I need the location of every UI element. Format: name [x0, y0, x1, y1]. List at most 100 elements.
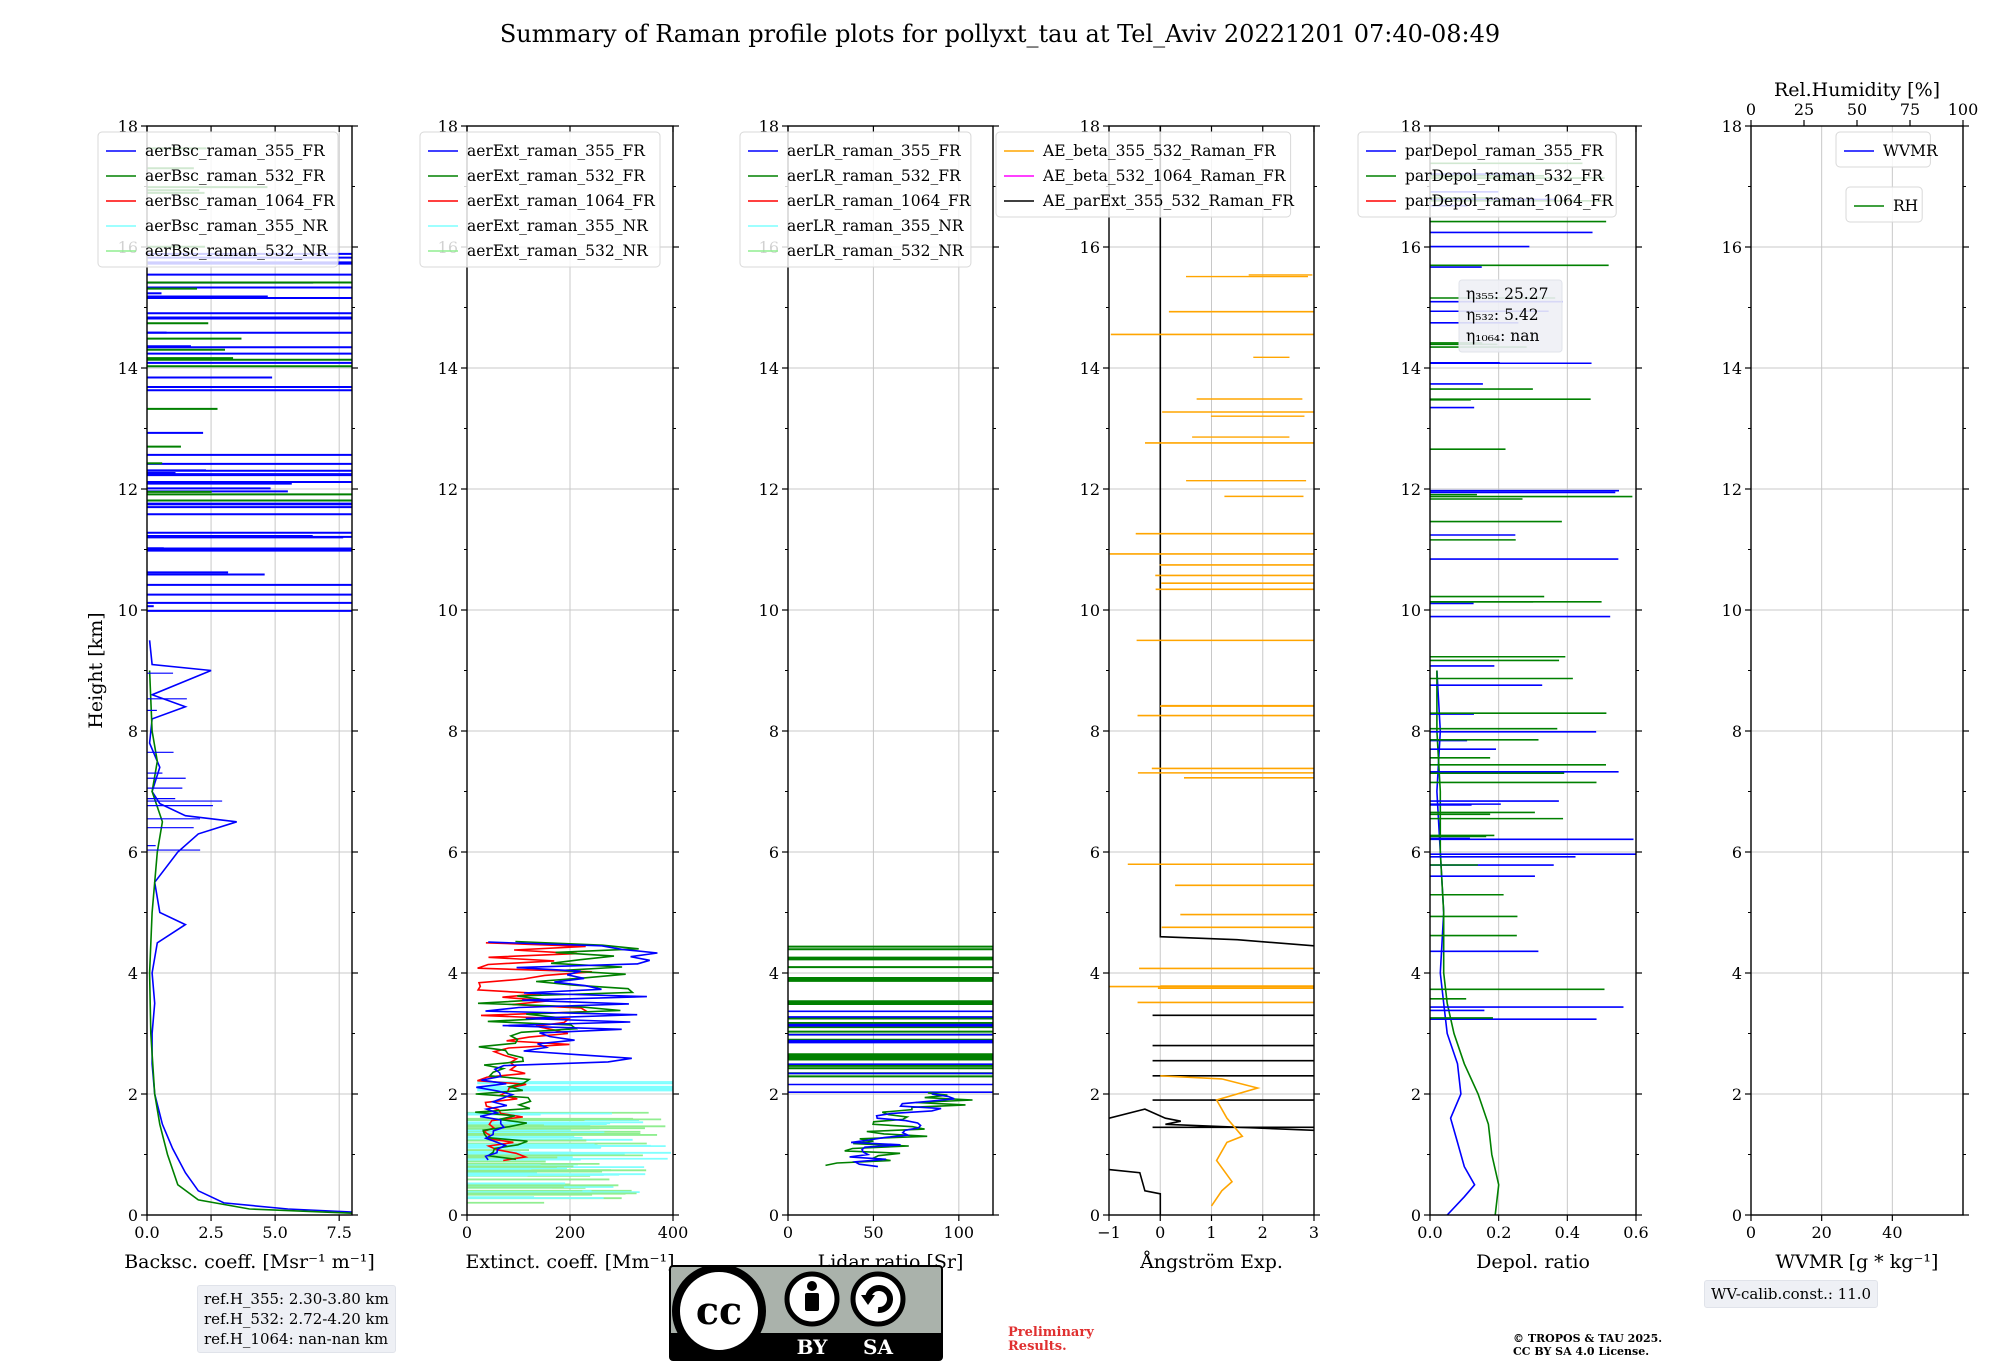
legend-label: parDepol_raman_355_FR: [1405, 142, 1605, 160]
legend-depol: parDepol_raman_355_FR parDepol_raman_532_…: [1357, 131, 1617, 218]
axes-frame: [787, 125, 994, 1216]
y-tick-label: 18: [438, 117, 458, 136]
top-x-tick-label: 100: [1948, 100, 1979, 119]
top-x-tick-label: 25: [1794, 100, 1814, 119]
y-tick-label: 12: [1401, 480, 1421, 499]
x-tick-label: 5.0: [262, 1223, 287, 1242]
plot-area-lr: [788, 945, 993, 1168]
wv-calib-box: WV-calib.const.: 11.0: [1704, 1280, 1879, 1308]
copyright-line-1: © TROPOS & TAU 2025.: [1513, 1332, 1663, 1345]
legend-frame: [1357, 131, 1617, 218]
y-tick-label: 0: [1411, 1206, 1421, 1225]
y-tick-label: 2: [1090, 1085, 1100, 1104]
y-tick-label: 4: [448, 964, 458, 983]
legend-frame: [419, 131, 661, 268]
y-tick-label: 4: [1090, 964, 1100, 983]
y-tick-label: 6: [769, 843, 779, 862]
copyright-line-2: CC BY SA 4.0 License.: [1513, 1345, 1650, 1358]
y-tick-label: 6: [1090, 843, 1100, 862]
y-tick-label: 16: [1080, 238, 1100, 257]
series-parDepol_raman_355_FR: [1436, 670, 1476, 1215]
x-tick-label: 0: [783, 1223, 793, 1242]
y-tick-label: 0: [1732, 1206, 1742, 1225]
y-tick-label: 4: [1732, 964, 1742, 983]
y-tick-label: 16: [1722, 238, 1742, 257]
x-tick-label: 0: [462, 1223, 472, 1242]
y-tick-label: 10: [1080, 601, 1100, 620]
y-tick-label: 2: [769, 1085, 779, 1104]
series-AE_beta_355_532: [1160, 1075, 1261, 1207]
cc-by-sa-license-badge: cc BY SA: [669, 1265, 943, 1361]
x-tick-label: 0.0: [1417, 1223, 1442, 1242]
y-tick-label: 2: [1411, 1085, 1421, 1104]
legend-label: aerLR_raman_532_NR: [787, 242, 965, 260]
y-tick-label: 2: [1732, 1085, 1742, 1104]
series-aerBsc_raman_355_FR: [148, 640, 352, 1213]
legend-frame: [1845, 186, 1923, 223]
series-aerBsc_raman_532_FR: [148, 670, 352, 1214]
legend-frame: [739, 131, 972, 268]
y-tick-label: 14: [118, 359, 138, 378]
x-axis-label: Extinct. coeff. [Mm⁻¹]: [465, 1251, 674, 1273]
legend-label: aerExt_raman_355_FR: [467, 142, 646, 160]
series-AE_parExt-mid: [1109, 1108, 1314, 1132]
legend-label: aerExt_raman_532_NR: [467, 242, 649, 260]
legend-label: aerBsc_raman_355_FR: [145, 142, 326, 160]
legend-label: aerLR_raman_355_NR: [787, 217, 965, 235]
preliminary-line-2: Results.: [1008, 1339, 1067, 1354]
sa-share-icon: [850, 1271, 906, 1327]
y-tick-label: 14: [759, 359, 779, 378]
x-tick-label: 0.2: [1486, 1223, 1511, 1242]
panel-depol: 0 2 4 6 8 10 12 14 16 18 0.0 0.2 0.4 0.6 Depol. ratio p…: [1357, 117, 1649, 1273]
legend-label: parDepol_raman_1064_FR: [1405, 192, 1614, 210]
top-x-tick-label: 50: [1847, 100, 1867, 119]
x-tick-label: 20: [1811, 1223, 1831, 1242]
legend-label: AE_beta_532_1064_Raman_FR: [1042, 167, 1287, 185]
y-tick-label: 6: [1732, 843, 1742, 862]
eta-label: η₁₀₆₄: nan: [1466, 327, 1540, 345]
preliminary-line-1: Preliminary: [1008, 1325, 1094, 1340]
plot-area-ext: [467, 940, 673, 1204]
y-tick-label: 0: [448, 1206, 458, 1225]
series-AE_parExt-low: [1109, 1168, 1162, 1215]
legend-label: aerLR_raman_1064_FR: [787, 192, 972, 210]
series-aerExt_1064: [476, 942, 592, 1162]
x-tick-label: 0.0: [134, 1223, 159, 1242]
y-tick-label: 10: [1722, 601, 1742, 620]
y-tick-label: 18: [1401, 117, 1421, 136]
y-tick-label: 8: [1411, 722, 1421, 741]
y-tick-label: 18: [1722, 117, 1742, 136]
ref-height-box: ref.H_355: 2.30-3.80 km ref.H_532: 2.72-…: [197, 1285, 396, 1353]
panel-lr: 024681012141618050100Lidar ratio [Sr]aer…: [739, 117, 999, 1273]
y-tick-label: 10: [1401, 601, 1421, 620]
ref-height-355: ref.H_355: 2.30-3.80 km: [204, 1290, 389, 1308]
legend-label: aerBsc_raman_532_NR: [145, 242, 329, 260]
legend-label: aerBsc_raman_355_NR: [145, 217, 329, 235]
eta-box: η₃₅₅: 25.27 η₅₃₂: 5.42 η₁₀₆₄: nan: [1458, 279, 1563, 353]
legend-label: WVMR: [1883, 142, 1939, 160]
x-tick-label: 0: [1746, 1223, 1756, 1242]
y-tick-label: 18: [1080, 117, 1100, 136]
series-aerLR_532: [825, 1092, 973, 1167]
x-axis-label: Ångström Exp.: [1139, 1251, 1283, 1273]
series-AE_parExt: [1159, 126, 1314, 947]
y-tick-label: 0: [769, 1206, 779, 1225]
legend-bsc: aerBsc_raman_355_FR aerBsc_raman_532_FRae…: [97, 131, 339, 268]
y-tick-label: 16: [1401, 238, 1421, 257]
x-axis-label: Depol. ratio: [1476, 1251, 1590, 1273]
legend-frame: [995, 131, 1292, 218]
plot-area-ae: [1109, 126, 1314, 1215]
eta-label: η₃₅₅: 25.27: [1466, 285, 1548, 303]
y-tick-label: 6: [1411, 843, 1421, 862]
eta-label: η₅₃₂: 5.42: [1466, 306, 1539, 324]
x-tick-label: 7.5: [326, 1223, 351, 1242]
top-x-tick-label: 0: [1746, 100, 1756, 119]
plot-area-bsc: [147, 147, 352, 1214]
x-tick-label: 0: [1155, 1223, 1165, 1242]
legend-label: aerExt_raman_1064_FR: [467, 192, 656, 210]
cc-logo-icon: [672, 1265, 766, 1358]
legend-label: AE_parExt_355_532_Raman_FR: [1042, 192, 1295, 210]
legend-lr: aerLR_raman_355_FR aerLR_raman_532_FR aerL…: [739, 131, 972, 268]
